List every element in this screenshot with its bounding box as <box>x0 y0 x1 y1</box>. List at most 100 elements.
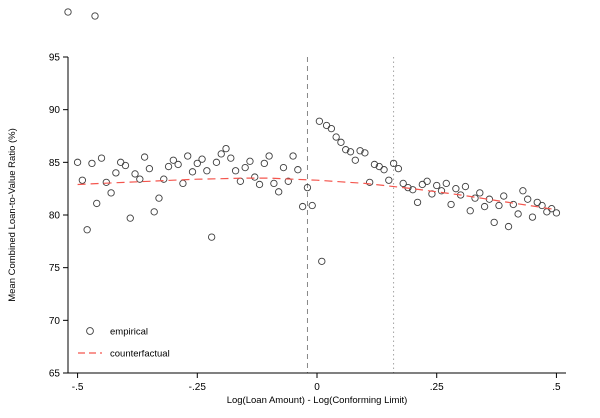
data-point <box>315 117 324 125</box>
data-point <box>227 154 235 162</box>
data-point <box>318 257 326 265</box>
cropped-figure-fragment <box>64 8 99 20</box>
data-point <box>476 189 484 197</box>
data-point <box>442 179 450 188</box>
data-point <box>117 158 125 166</box>
data-point <box>437 187 446 195</box>
data-point <box>188 168 197 176</box>
data-point <box>366 178 374 186</box>
x-axis-label: Log(Loan Amount) - Log(Conforming Limit) <box>227 395 408 406</box>
empirical-points <box>73 117 561 265</box>
data-point <box>260 159 268 168</box>
data-point <box>418 180 426 189</box>
data-point <box>275 188 283 196</box>
data-point <box>150 208 158 216</box>
y-tick-label: 95 <box>49 53 61 64</box>
data-point <box>370 160 379 169</box>
data-point <box>284 177 292 185</box>
data-point <box>241 163 249 172</box>
data-point <box>97 154 106 162</box>
data-point <box>265 152 273 160</box>
data-point <box>208 233 216 241</box>
data-point <box>433 181 441 190</box>
data-point <box>514 210 522 218</box>
data-point <box>346 148 355 156</box>
data-point <box>131 170 139 178</box>
data-point <box>270 179 278 188</box>
y-tick-label: 90 <box>49 105 61 116</box>
data-point <box>78 176 87 184</box>
data-point <box>490 218 498 227</box>
data-point <box>251 173 259 181</box>
data-point <box>423 177 431 185</box>
data-point <box>399 179 407 188</box>
x-tick-label: -.25 <box>189 382 207 393</box>
data-point <box>246 157 254 165</box>
data-point <box>155 194 163 202</box>
data-point <box>533 198 541 207</box>
data-point <box>112 169 120 177</box>
counterfactual-line <box>77 177 557 211</box>
cropped-data-point <box>64 8 72 16</box>
data-point <box>121 161 130 170</box>
data-point <box>174 160 182 169</box>
data-point <box>145 165 154 173</box>
data-point <box>495 201 503 210</box>
data-point <box>337 138 345 146</box>
data-point <box>356 147 364 155</box>
x-tick-label: 0 <box>314 382 320 393</box>
data-point <box>543 208 551 216</box>
y-axis-label: Mean Combined Loan-to-Value Ratio (%) <box>7 128 18 302</box>
data-point <box>500 192 508 200</box>
data-point <box>222 144 230 153</box>
data-point <box>327 124 336 133</box>
cropped-data-point <box>91 12 99 20</box>
y-tick-label: 70 <box>49 316 61 327</box>
data-point <box>236 177 245 185</box>
data-point <box>203 167 211 175</box>
y-tick-label: 80 <box>49 211 61 222</box>
data-point <box>385 176 393 184</box>
data-point <box>322 121 331 130</box>
data-point <box>471 194 479 202</box>
data-point <box>538 201 546 210</box>
data-point <box>212 158 221 166</box>
data-point <box>480 202 489 211</box>
data-point <box>332 133 340 141</box>
data-point <box>255 180 264 189</box>
y-tick-label: 85 <box>49 158 61 169</box>
data-point <box>160 175 168 183</box>
data-point <box>73 158 82 166</box>
data-point <box>303 183 312 192</box>
data-point <box>217 150 225 158</box>
data-point <box>452 185 460 193</box>
data-point <box>279 163 288 172</box>
data-point <box>342 146 350 154</box>
data-point <box>466 207 474 215</box>
legend-label-counterfactual: counterfactual <box>110 349 170 360</box>
data-point <box>102 178 110 186</box>
data-point <box>409 186 417 194</box>
data-point <box>528 213 537 221</box>
legend: empirical counterfactual <box>78 327 170 360</box>
data-point <box>184 152 192 160</box>
legend-empirical-marker-icon <box>86 327 94 335</box>
axes: 65 70 75 80 85 90 95 -.5 -.25 0 .25 .5 <box>49 53 566 393</box>
data-point <box>524 195 532 203</box>
data-point <box>394 165 403 173</box>
data-point <box>169 156 177 164</box>
data-point <box>447 200 455 209</box>
data-point <box>361 149 369 157</box>
data-point <box>298 202 307 211</box>
data-point <box>552 209 561 217</box>
data-point <box>461 182 470 191</box>
data-point <box>136 175 144 183</box>
data-point <box>380 166 388 174</box>
reference-lines <box>306 57 395 373</box>
data-point <box>413 198 422 207</box>
data-point <box>504 222 513 231</box>
data-point <box>351 156 359 164</box>
data-point <box>519 187 527 195</box>
data-point <box>88 159 96 168</box>
